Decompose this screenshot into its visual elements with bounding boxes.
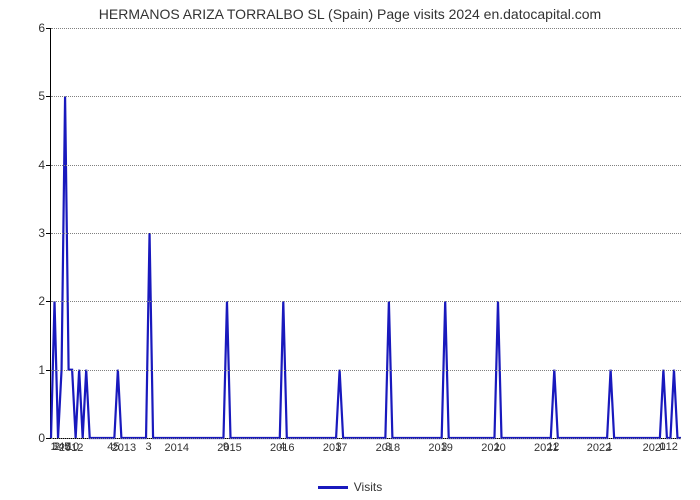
gridline [51,301,681,302]
ytick-mark [46,438,50,439]
legend: Visits [0,480,700,494]
gridline [51,438,681,439]
data-value-label: 10 [67,441,79,453]
chart-title: HERMANOS ARIZA TORRALBO SL (Spain) Page … [0,6,700,22]
data-value-label: 9 [223,441,229,453]
ytick-label: 0 [15,431,45,445]
data-value-label: 3 [145,441,151,453]
data-value-label: 3 [336,441,342,453]
plot-area [50,28,681,439]
ytick-mark [46,28,50,29]
gridline [51,233,681,234]
chart-container: HERMANOS ARIZA TORRALBO SL (Spain) Page … [0,0,700,500]
gridline [51,96,681,97]
ytick-mark [46,233,50,234]
data-value-label: 4 [279,441,285,453]
gridline [51,165,681,166]
ytick-label: 2 [15,294,45,308]
ytick-label: 1 [15,363,45,377]
data-value-label: 3 [441,441,447,453]
gridline [51,28,681,29]
ytick-label: 5 [15,89,45,103]
data-value-label: 1 [607,441,613,453]
ytick-label: 4 [15,158,45,172]
xtick-label: 2015 [217,442,241,454]
ytick-mark [46,301,50,302]
legend-line-swatch [318,486,348,489]
legend-label: Visits [354,480,382,494]
data-value-label: 3 [385,441,391,453]
xtick-label: 202 [643,442,661,454]
gridline [51,370,681,371]
xtick-label: 2014 [164,442,188,454]
ytick-label: 3 [15,226,45,240]
data-value-label: 1 [494,441,500,453]
ytick-mark [46,370,50,371]
ytick-mark [46,165,50,166]
data-value-label: 45 [107,441,119,453]
data-value-label: 12 [547,441,559,453]
ytick-label: 6 [15,21,45,35]
data-value-label: 012 [660,441,678,453]
ytick-mark [46,96,50,97]
